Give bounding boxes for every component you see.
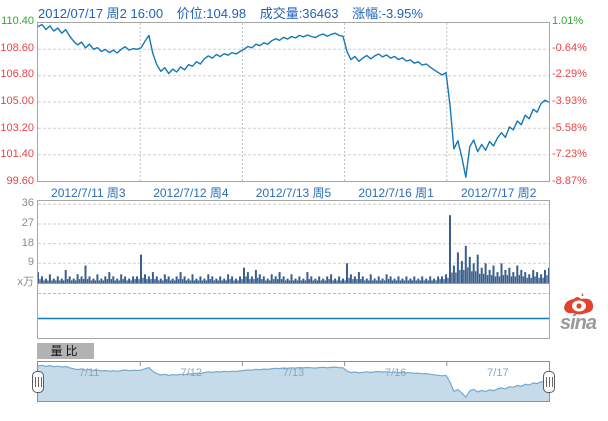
navigator-date-label: 7/17 (487, 367, 509, 379)
navigator-left-handle[interactable] (32, 371, 44, 393)
quote-datetime: 2012/07/17 周2 16:00 (38, 6, 164, 21)
price-axis-label: 105.00 (0, 95, 34, 107)
navigator-date-label: 7/16 (384, 367, 407, 379)
date-axis-label: 2012/7/13 周5 (255, 186, 332, 200)
price-axis-label: 110.40 (1, 15, 34, 27)
change-axis-label: -3.93% (552, 95, 587, 107)
volume-axis-label: 9 (27, 256, 34, 269)
range-navigator[interactable]: 7/11 7/12 7/13 7/16 7/17 (32, 361, 555, 402)
navigator-right-handle[interactable] (543, 371, 555, 393)
change-axis-label: -7.23% (552, 148, 587, 161)
date-axis-label: 2012/7/11 周3 (51, 186, 126, 200)
price-axis-label: 99.60 (6, 175, 34, 187)
date-axis-label: 2012/7/17 周2 (460, 186, 537, 200)
change-axis-label: -5.58% (552, 121, 587, 134)
navigator-date-label: 7/12 (180, 367, 202, 379)
navigator-date-label: 7/11 (78, 367, 100, 379)
sina-logo: sina (551, 293, 605, 333)
volume-chart-panel[interactable] (37, 200, 550, 339)
volume-axis-label: 27 (21, 216, 34, 229)
volume-unit-label: x万 (17, 276, 35, 288)
quote-header: 2012/07/17 周2 16:00 价位:104.98 成交量:36463 … (38, 3, 433, 22)
quote-change: 涨幅:-3.95% (352, 6, 423, 21)
price-axis-label: 101.40 (0, 148, 34, 161)
change-axis-label: -8.87% (552, 175, 587, 187)
sina-eye-icon (564, 293, 594, 315)
sina-logo-text: sina (559, 312, 597, 334)
change-axis-label: -2.29% (552, 68, 587, 81)
grip-icon (34, 377, 42, 387)
tab-liangbi[interactable]: 量比 (37, 343, 94, 359)
price-chart-panel[interactable] (37, 22, 550, 182)
price-axis-label: 106.80 (0, 68, 34, 81)
grip-icon (545, 377, 553, 387)
quote-price: 价位:104.98 (176, 6, 247, 21)
volume-axis-label: 18 (21, 236, 34, 249)
date-axis-label: 2012/7/16 周1 (358, 186, 434, 200)
price-axis-label: 103.20 (0, 121, 34, 134)
quote-volume: 成交量:36463 (259, 6, 339, 21)
price-axis-label: 108.60 (0, 41, 34, 54)
change-axis-label: 1.01% (552, 15, 584, 27)
navigator-date-label: 7/13 (282, 367, 305, 379)
volume-axis-label: 36 (21, 197, 34, 210)
change-axis-label: -0.64% (552, 41, 587, 54)
date-axis-label: 2012/7/12 周4 (153, 186, 229, 200)
